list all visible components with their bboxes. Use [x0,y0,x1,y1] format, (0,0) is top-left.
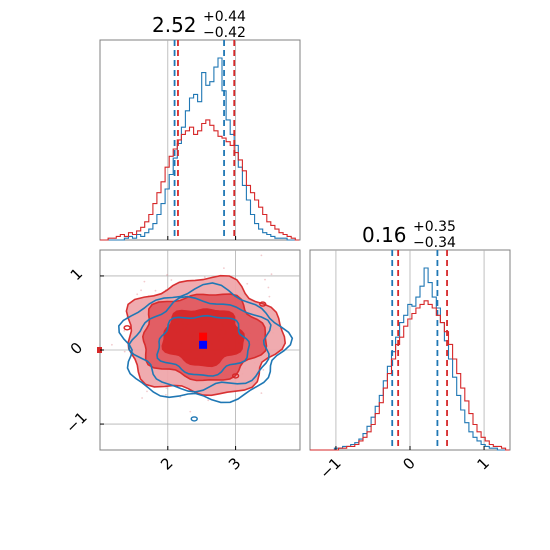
outlier-island [231,373,240,379]
scatter-point [136,293,139,296]
blue-center-marker [199,340,208,349]
blue-contour-3 [117,282,294,404]
scatter-point [264,278,266,281]
hist-y-title-minus: −0.34 [413,235,456,251]
hist-x-layer [100,40,300,241]
hist-y-title-plus: +0.35 [413,219,456,235]
scatter-point [260,392,263,394]
hist-x-title-value: 2.52 [152,13,197,37]
hist-y-xtick-label: −1 [316,454,344,482]
blue-contour-1 [156,314,251,377]
red-center-marker [199,332,208,341]
hist-y-series-blue [310,267,510,451]
contour-xtick-label: 2 [157,454,176,473]
scatter-point [146,390,148,393]
hist-y-title-value: 0.16 [362,223,407,247]
hist-y-series-red [310,300,510,451]
scatter-point [203,276,206,278]
hist-y-layer [310,250,510,451]
hist-x-title-plus: +0.44 [203,9,246,25]
scatter-point [262,369,265,371]
scatter-point [111,343,113,346]
scatter-point [189,410,192,413]
scatter-point [207,399,210,402]
scatter-point [268,295,271,298]
hist-y-xtick-label: 1 [473,454,492,473]
contour-xtick-label: 3 [225,454,244,473]
scatter-point [143,280,146,283]
scatter-point [260,254,263,257]
contour-layer [97,254,294,422]
hist-x-frame [99,39,301,241]
hist-x-title-minus: −0.42 [203,25,246,41]
scatter-point [246,282,249,285]
scatter-point [123,329,126,332]
scatter-point [267,286,270,289]
contour-ytick-label: 1 [67,265,86,284]
outlier-island [259,301,267,307]
hist-x-series-blue [100,57,300,241]
scatter-point [166,274,169,276]
scatter-point [165,394,167,396]
scatter-point [170,279,173,281]
contour-ytick-label: −1 [62,408,90,436]
scatter-point [141,397,144,399]
contour-ytick-label: 0 [67,339,86,358]
scatter-point [140,289,143,292]
hist-y-xtick-label: 0 [399,454,418,473]
edge-marker [97,347,102,353]
hist-x-series-red [100,119,300,241]
scatter-point [123,350,126,353]
scatter-point [154,289,157,292]
outlier-island [190,416,198,422]
outlier-island [123,325,131,331]
scatter-point [270,273,273,276]
scatter-point [223,267,225,269]
scatter-point [165,387,168,389]
